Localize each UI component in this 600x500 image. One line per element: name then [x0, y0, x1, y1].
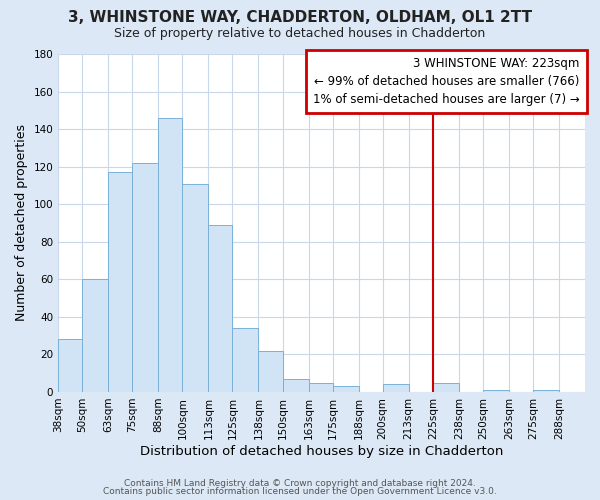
Y-axis label: Number of detached properties: Number of detached properties: [15, 124, 28, 322]
Bar: [483, 390, 509, 392]
Bar: [332, 386, 359, 392]
Bar: [182, 184, 208, 392]
Text: Contains public sector information licensed under the Open Government Licence v3: Contains public sector information licen…: [103, 487, 497, 496]
Text: 3, WHINSTONE WAY, CHADDERTON, OLDHAM, OL1 2TT: 3, WHINSTONE WAY, CHADDERTON, OLDHAM, OL…: [68, 10, 532, 25]
Bar: [283, 379, 308, 392]
Bar: [308, 382, 332, 392]
Bar: [108, 172, 132, 392]
Bar: [58, 340, 82, 392]
Bar: [158, 118, 182, 392]
Bar: [132, 163, 158, 392]
Text: 3 WHINSTONE WAY: 223sqm
← 99% of detached houses are smaller (766)
1% of semi-de: 3 WHINSTONE WAY: 223sqm ← 99% of detache…: [313, 58, 580, 106]
Bar: [533, 390, 559, 392]
Bar: [208, 225, 232, 392]
Bar: [259, 350, 283, 392]
X-axis label: Distribution of detached houses by size in Chadderton: Distribution of detached houses by size …: [140, 444, 503, 458]
Bar: [383, 384, 409, 392]
Bar: [82, 280, 108, 392]
Bar: [433, 382, 459, 392]
Text: Size of property relative to detached houses in Chadderton: Size of property relative to detached ho…: [115, 28, 485, 40]
Bar: [232, 328, 259, 392]
Text: Contains HM Land Registry data © Crown copyright and database right 2024.: Contains HM Land Registry data © Crown c…: [124, 478, 476, 488]
